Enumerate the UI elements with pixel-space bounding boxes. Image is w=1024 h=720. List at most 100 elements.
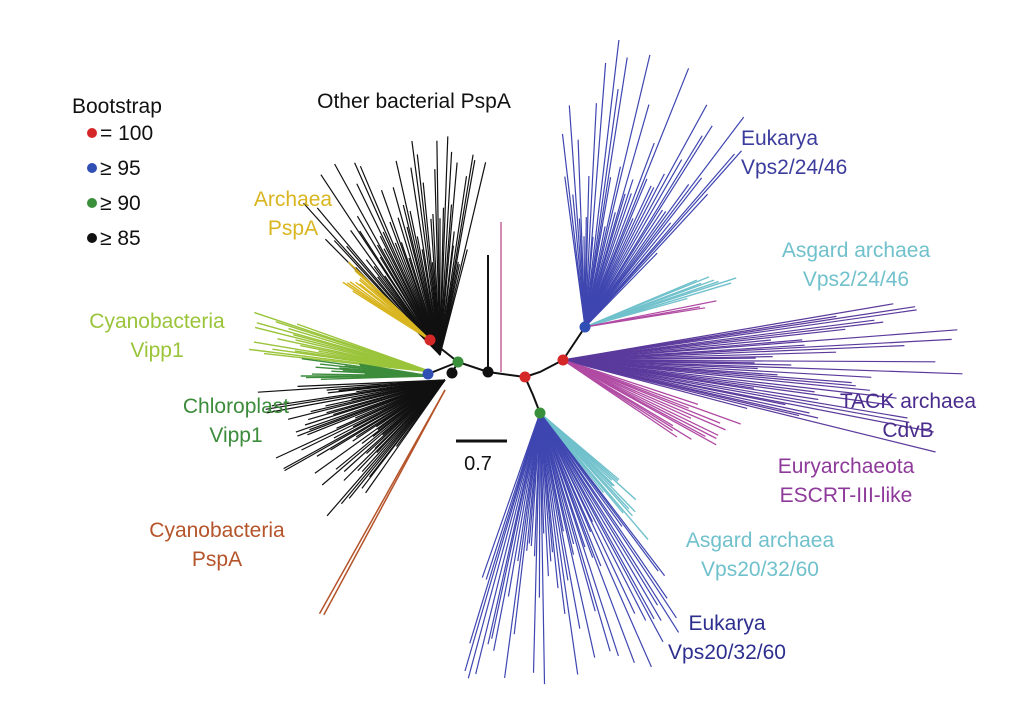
legend-dot-icon [87,163,97,173]
tree-branch [562,309,917,361]
tree-branch [562,329,958,361]
node-dot-100 [424,334,436,346]
branches-asgard-magenta [584,300,717,328]
branches-cyano-pspa [318,389,446,616]
tree-branch [584,54,651,328]
tree-branch [359,230,441,356]
tree-branch [326,379,446,517]
branches-asgard-vps20 [539,412,649,540]
tree-branch [539,412,596,612]
clade-label-line: CdvB [882,419,933,442]
clade-label-line: Cyanobacteria [89,310,225,333]
node-dot-95 [579,321,591,333]
tree-branch [584,116,745,328]
clade-label-line: Vps2/24/46 [803,268,909,291]
label-archaea-pspa: Archaea PspA [254,188,333,240]
clade-label-line: Archaea [254,188,333,211]
tree-branch [584,125,713,328]
tree-branch [538,412,541,598]
tree-branch [568,105,586,328]
label-tack-cdvb: TACK archaea CdvB [840,390,976,442]
tree-branch [359,363,431,377]
clade-label-line: Vps20/32/60 [668,641,786,664]
tree-branch [562,359,717,446]
tree-branch [584,39,620,328]
tree-branch [562,359,897,399]
tree-branch [356,183,441,356]
clade-label-line: Vipp1 [209,424,262,447]
tree-branch [539,412,611,652]
branches-euryarchaeota [562,359,741,446]
clade-label-line: Asgard archaea [686,529,835,552]
node-dot-95 [422,368,434,380]
tree-branch [539,412,662,621]
tree-branch [539,412,619,657]
tree-branch [359,165,441,356]
tree-branch [539,412,566,614]
bootstrap-legend: Bootstrap = 100 ≥ 95 ≥ 90 ≥ 85 [72,95,162,250]
tree-branch [539,412,579,675]
branches-other-bacterial [303,136,487,356]
tree-branch [439,162,487,356]
clade-label-line: Eukarya [688,612,765,635]
branches-archaea [342,261,431,341]
node-dot-90 [452,356,464,368]
tree-branch [318,389,446,615]
label-eukarya-vps20-32-60: Eukarya Vps20/32/60 [668,612,786,664]
legend-item-label: = 100 [100,122,153,145]
legend-dot-icon [87,198,97,208]
tree-backbone [427,222,586,414]
tree-branch [295,379,446,433]
tree-branch [283,379,446,470]
tree-branch [562,359,721,424]
branches-eukarya-vps2 [561,39,745,328]
tree-branch [584,150,742,328]
tree-branch [584,142,655,328]
tree-branch [584,193,709,328]
scale-bar: 0.7 [456,439,507,475]
node-dot-85 [482,366,494,378]
branches-black-lower [257,379,446,517]
tree-branch [334,163,441,356]
tree-branch [347,261,431,341]
legend-item-label: ≥ 95 [100,157,141,180]
tree-branch [562,359,748,409]
tree-branch [584,307,706,328]
tree-branch [584,89,619,328]
tree-branch [539,412,594,558]
legend-item-label: ≥ 85 [100,227,141,250]
tree-branches [248,39,963,685]
tree-branch [584,175,590,328]
tree-branch [562,359,872,378]
tree-branch [493,412,541,651]
tree-branch [439,151,453,356]
label-other-bacterial-pspa: Other bacterial PspA [317,90,511,113]
node-dot-100 [557,354,569,366]
tree-branch [561,133,586,328]
tree-branch [562,359,910,423]
tree-branch [257,379,446,393]
tree-branch [562,338,952,361]
tree-branch [577,139,586,328]
branches-chloroplast [300,358,431,380]
tree-branch [539,412,677,619]
label-chloroplast-vipp1: Chloroplast Vipp1 [183,395,289,447]
tree-branch [296,323,433,373]
tree-branch [392,187,441,356]
legend-item-label: ≥ 90 [100,192,141,215]
tree-branch [584,173,665,328]
tree-branch [584,297,688,328]
tree-branch [539,412,636,614]
tree-branch [562,359,699,406]
tree-branch [562,359,870,391]
tree-branch [562,345,905,361]
tree-branch [354,162,441,356]
label-asgard-vps20-32-60: Asgard archaea Vps20/32/60 [686,529,835,581]
tree-branch [507,412,541,597]
tree-branch [504,412,541,678]
clade-label-line: Vps20/32/60 [701,558,819,581]
tree-branch [266,379,446,414]
tree-branch [439,162,458,356]
label-euryarchaeota-escrt: Euryarchaeota ESCRT-III-like [778,455,915,507]
